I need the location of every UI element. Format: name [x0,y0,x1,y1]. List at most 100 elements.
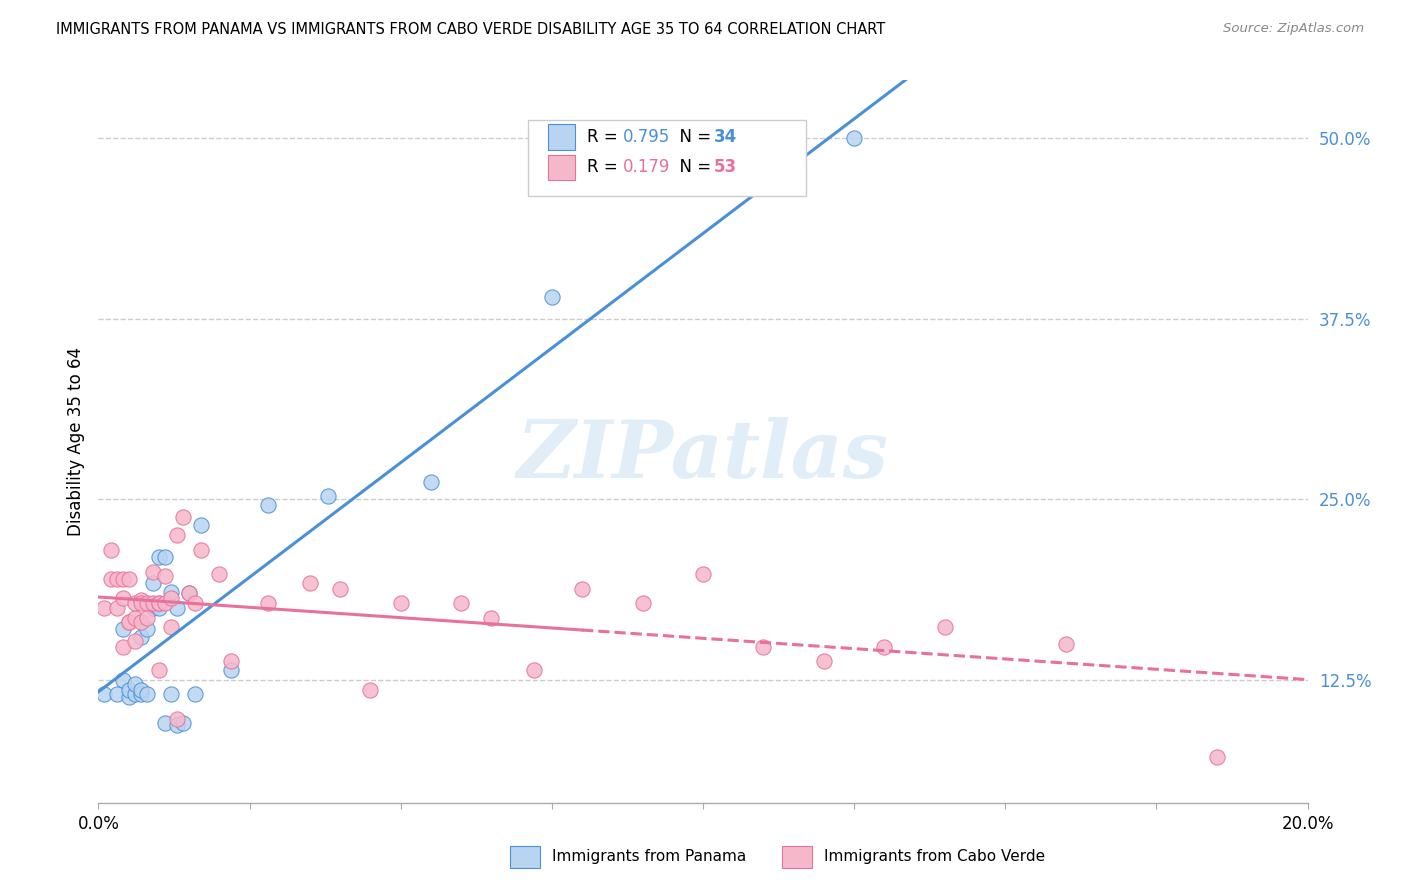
Text: 53: 53 [714,158,737,177]
Point [153,550,176,565]
Text: Immigrants from Panama: Immigrants from Panama [551,849,747,864]
Point [124,611,146,625]
Point [111,673,134,687]
Point [179,586,201,600]
Point [142,565,165,579]
Point [360,683,382,698]
Point [221,654,243,668]
Point [420,475,443,489]
Point [172,716,194,731]
Text: Source: ZipAtlas.com: Source: ZipAtlas.com [1223,22,1364,36]
Point [481,611,503,625]
Point [1206,749,1229,764]
Text: R =: R = [586,128,623,146]
Text: R =: R = [586,158,623,177]
Point [105,687,128,701]
Point [184,596,207,610]
Point [93,600,115,615]
Point [166,718,188,732]
Point [135,611,157,625]
Point [142,598,165,612]
Point [124,596,146,610]
Point [148,550,170,565]
Point [105,572,128,586]
Text: 34: 34 [714,128,737,146]
Point [148,596,170,610]
Point [540,290,562,304]
Point [166,528,188,542]
Point [129,596,152,610]
Point [631,596,654,610]
Point [256,498,278,512]
Text: 0.179: 0.179 [623,158,671,177]
Text: 0.795: 0.795 [623,128,671,146]
Point [299,576,322,591]
Point [389,596,412,610]
Point [179,586,201,600]
Point [111,640,134,654]
Point [450,596,472,610]
Point [752,640,775,654]
Point [124,634,146,648]
Point [129,683,152,698]
Point [142,596,165,610]
Point [148,663,170,677]
Point [844,131,866,145]
Point [111,572,134,586]
Point [160,584,183,599]
FancyBboxPatch shape [548,124,575,150]
Point [118,615,141,630]
FancyBboxPatch shape [509,847,540,868]
Point [256,596,278,610]
Point [105,600,128,615]
Point [1054,637,1077,651]
Point [160,687,183,701]
Point [118,683,141,698]
Point [208,567,231,582]
Point [153,569,176,583]
Point [111,591,134,605]
Point [166,600,188,615]
Point [221,663,243,677]
Text: N =: N = [669,158,717,177]
Text: Immigrants from Cabo Verde: Immigrants from Cabo Verde [824,849,1045,864]
Point [813,654,835,668]
Point [148,600,170,615]
Y-axis label: Disability Age 35 to 64: Disability Age 35 to 64 [66,347,84,536]
FancyBboxPatch shape [527,120,806,196]
Point [166,712,188,726]
Point [316,490,339,504]
Point [190,542,212,557]
Point [873,640,896,654]
Point [160,591,183,605]
Point [129,630,152,644]
Point [118,572,141,586]
Point [142,576,165,591]
Point [142,600,165,615]
Point [129,615,152,630]
Point [118,615,141,630]
FancyBboxPatch shape [548,154,575,180]
Point [329,582,352,596]
Point [111,623,134,637]
Point [160,619,183,633]
Point [148,596,170,610]
Text: IMMIGRANTS FROM PANAMA VS IMMIGRANTS FROM CABO VERDE DISABILITY AGE 35 TO 64 COR: IMMIGRANTS FROM PANAMA VS IMMIGRANTS FRO… [56,22,886,37]
Text: ZIPatlas: ZIPatlas [517,417,889,495]
Point [184,687,207,701]
Point [692,567,714,582]
Point [100,572,122,586]
Point [135,687,157,701]
Point [153,716,176,731]
Text: N =: N = [669,128,717,146]
Point [172,509,194,524]
Point [934,619,956,633]
Point [523,663,546,677]
Point [93,687,115,701]
Point [100,542,122,557]
Point [135,623,157,637]
Point [129,593,152,607]
Point [124,677,146,691]
Point [124,687,146,701]
FancyBboxPatch shape [782,847,811,868]
